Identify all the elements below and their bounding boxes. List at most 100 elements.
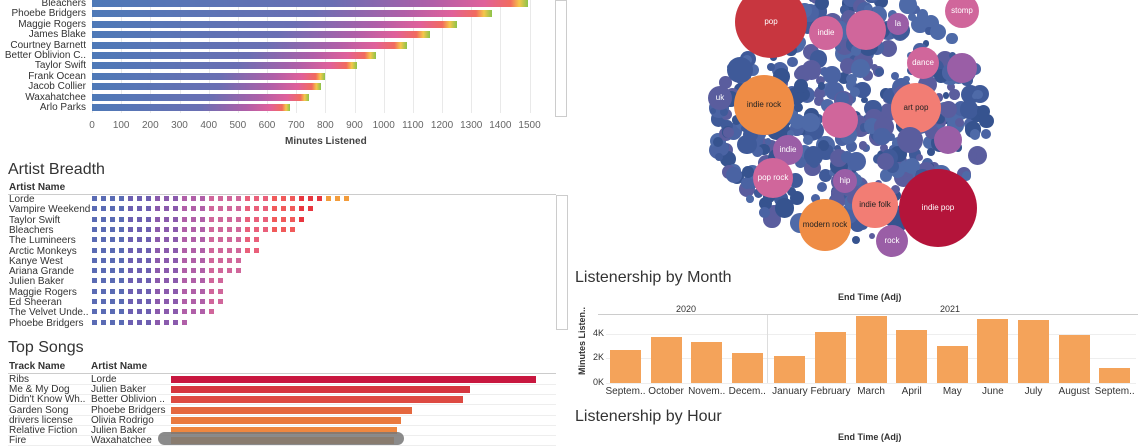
song-bar[interactable] (171, 407, 412, 414)
breadth-square (92, 248, 97, 253)
breadth-square (173, 206, 178, 211)
breadth-square (200, 289, 205, 294)
month-bar[interactable] (732, 353, 763, 383)
breadth-square (236, 258, 241, 263)
breadth-square (173, 258, 178, 263)
breadth-square (290, 196, 295, 201)
x-axis-title: Minutes Listened (285, 136, 367, 147)
artist-bar[interactable] (92, 52, 376, 59)
breadth-square (173, 289, 178, 294)
genre-bubble[interactable]: indie pop (899, 169, 977, 247)
genre-bubble[interactable]: art pop (891, 83, 941, 133)
track-column-header: Track Name (9, 361, 65, 372)
genre-bubble[interactable]: indie folk (852, 182, 898, 228)
genre-bubble[interactable]: stomp (945, 0, 979, 28)
genre-bubble[interactable]: indie rock (734, 75, 794, 135)
genre-bubble[interactable]: uk (708, 86, 732, 110)
artist-bar[interactable] (92, 31, 430, 38)
month-bar[interactable] (937, 346, 968, 383)
month-bar[interactable] (815, 332, 846, 383)
breadth-square (92, 237, 97, 242)
artist-bar[interactable] (92, 73, 325, 80)
song-bar[interactable] (171, 386, 470, 393)
breadth-square (110, 258, 115, 263)
breadth-square (200, 268, 205, 273)
month-bar[interactable] (1099, 368, 1130, 383)
month-bar[interactable] (856, 316, 887, 383)
month-bar[interactable] (774, 356, 805, 383)
artist-name-label: Taylor Swift (0, 60, 86, 71)
song-bar[interactable] (171, 417, 401, 424)
breadth-square (155, 248, 160, 253)
artist-bar[interactable] (92, 42, 407, 49)
genre-bubble[interactable]: indie (809, 16, 843, 50)
x-tick-label: 300 (171, 120, 188, 131)
breadth-square (308, 206, 313, 211)
breadth-square (227, 258, 232, 263)
breadth-square (128, 237, 133, 242)
breadth-square (209, 227, 214, 232)
month-bar[interactable] (691, 342, 722, 383)
breadth-square (182, 248, 187, 253)
genre-bubble[interactable]: hip (833, 169, 857, 193)
month-bar[interactable] (896, 330, 927, 383)
artist-bar[interactable] (92, 83, 321, 90)
horizontal-scroll-thumb[interactable] (158, 432, 404, 445)
breadth-square (128, 268, 133, 273)
artist-bar[interactable] (92, 104, 290, 111)
artist-name-label: Waxahatchee (0, 92, 86, 103)
breadth-square (173, 217, 178, 222)
artist-bar[interactable] (92, 62, 357, 69)
x-tick-label: 400 (200, 120, 217, 131)
breadth-square (254, 206, 259, 211)
breadth-square (191, 258, 196, 263)
month-axis-header: End Time (Adj) (838, 292, 901, 302)
breadth-square (173, 320, 178, 325)
month-bar[interactable] (1018, 320, 1049, 383)
month-x-label: October (648, 386, 684, 397)
breadth-square (101, 278, 106, 283)
breadth-square (92, 309, 97, 314)
breadth-square (227, 217, 232, 222)
artist-bar[interactable] (92, 10, 492, 17)
genre-bubble-small (869, 233, 875, 239)
genre-bubble[interactable]: modern rock (799, 199, 851, 251)
x-tick-label: 800 (317, 120, 334, 131)
breadth-scrollbar[interactable] (556, 195, 568, 330)
breadth-square (218, 289, 223, 294)
breadth-square (191, 268, 196, 273)
month-bar[interactable] (651, 337, 682, 383)
song-bar[interactable] (171, 396, 463, 403)
breadth-square (137, 320, 142, 325)
breadth-square (308, 196, 313, 201)
breadth-square (254, 248, 259, 253)
x-tick-label: 700 (288, 120, 305, 131)
genre-bubble-small (794, 79, 808, 93)
breadth-square (164, 299, 169, 304)
month-bar[interactable] (977, 319, 1008, 383)
artist-bar[interactable] (92, 0, 528, 7)
month-x-label: August (1059, 386, 1090, 397)
breadth-square (146, 227, 151, 232)
artist-column-header: Artist Name (91, 361, 147, 372)
breadth-square (299, 217, 304, 222)
genre-bubble[interactable]: dance (907, 47, 939, 79)
breadth-square (164, 217, 169, 222)
artist-scrollbar[interactable] (555, 0, 567, 117)
breadth-square (101, 227, 106, 232)
month-bar[interactable] (1059, 335, 1090, 383)
genre-bubble[interactable]: rock (876, 225, 908, 257)
song-bar[interactable] (171, 376, 536, 383)
breadth-square (119, 217, 124, 222)
breadth-square (128, 206, 133, 211)
artist-bar[interactable] (92, 21, 457, 28)
breadth-square (137, 217, 142, 222)
breadth-square (155, 320, 160, 325)
breadth-square (182, 227, 187, 232)
genre-bubble[interactable]: la (887, 13, 909, 35)
artist-bar[interactable] (92, 94, 309, 101)
month-bar[interactable] (610, 350, 641, 383)
breadth-square (146, 237, 151, 242)
genre-bubble[interactable]: pop rock (753, 158, 793, 198)
breadth-square (218, 268, 223, 273)
